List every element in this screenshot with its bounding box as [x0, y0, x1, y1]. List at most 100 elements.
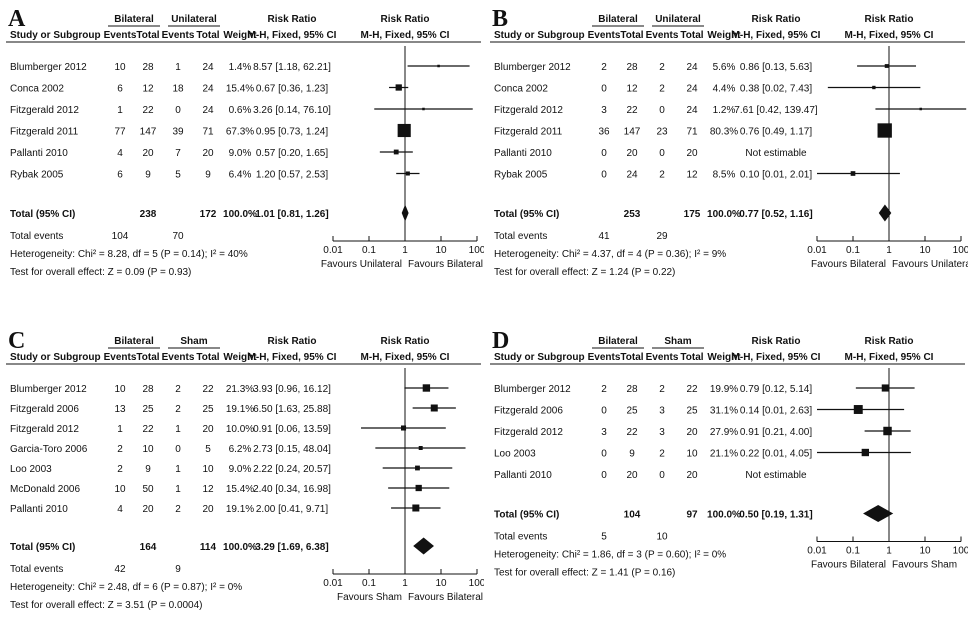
total-ci: 0.50 [0.19, 1.31]	[739, 510, 812, 521]
events2-cell: 0	[175, 105, 181, 116]
total1-cell: 22	[142, 424, 154, 435]
total2-cell: 24	[686, 105, 698, 116]
total-ci: 1.01 [0.81, 1.26]	[255, 209, 328, 220]
weight-cell: 9.0%	[229, 148, 252, 159]
total2-cell: 25	[686, 406, 698, 417]
total-ci: 3.29 [1.69, 6.38]	[255, 542, 328, 553]
x-tick-label: 0.1	[362, 245, 376, 256]
x-tick-label: 10	[919, 546, 931, 557]
ci-cell: 0.22 [0.01, 4.05]	[740, 449, 813, 460]
events1-cell: 6	[117, 170, 123, 181]
forest-plot-c: C Bilateral Sham Risk Ratio Risk Ratio Study …	[6, 328, 484, 611]
weight-cell: 27.9%	[710, 427, 738, 438]
point-estimate	[415, 465, 420, 471]
overall-effect-note: Test for overall effect: Z = 1.24 (P = 0…	[494, 267, 675, 278]
group2-header: Sham	[664, 336, 691, 347]
total2-cell: 5	[205, 444, 211, 455]
total2-cell: 20	[686, 470, 698, 481]
total2-cell: 24	[202, 62, 214, 73]
total2-header: Total	[680, 352, 703, 363]
rr-plot-title: Risk Ratio	[865, 14, 914, 25]
ci-cell: 7.61 [0.42, 139.47]	[734, 105, 818, 116]
point-estimate	[861, 448, 870, 457]
events2-cell: 2	[659, 84, 665, 95]
point-estimate	[430, 404, 438, 412]
point-estimate	[881, 384, 889, 392]
total2-cell: 25	[202, 404, 214, 415]
total2-cell: 12	[686, 170, 698, 181]
weight-cell: 10.0%	[226, 424, 254, 435]
total2-cell: 10	[202, 464, 214, 475]
total1-header: Total	[620, 30, 643, 41]
study-name: Conca 2002	[494, 84, 548, 95]
point-estimate	[919, 107, 922, 111]
total2-sum: 175	[684, 209, 701, 220]
total2-cell: 24	[686, 62, 698, 73]
point-estimate	[415, 484, 422, 492]
events2-cell: 0	[175, 444, 181, 455]
ci-cell: 0.91 [0.06, 13.59]	[253, 424, 331, 435]
ci-cell: 0.67 [0.36, 1.23]	[256, 84, 329, 95]
total-events2: 29	[656, 231, 668, 242]
study-header: Study or Subgroup	[494, 352, 585, 363]
x-tick-label: 1	[886, 546, 892, 557]
total1-cell: 22	[626, 427, 638, 438]
rr-plot-method-header: M-H, Fixed, 95% CI	[361, 352, 450, 363]
total1-cell: 12	[626, 84, 638, 95]
ci-cell: 0.76 [0.49, 1.17]	[740, 127, 813, 138]
events1-cell: 0	[601, 148, 607, 159]
events1-cell: 77	[114, 127, 126, 138]
events1-cell: 6	[117, 84, 123, 95]
weight-cell: 19.9%	[710, 384, 738, 395]
heterogeneity-note: Heterogeneity: Chi² = 4.37, df = 4 (P = …	[494, 249, 726, 260]
rr-method-header: M-H, Fixed, 95% CI	[248, 352, 337, 363]
total1-header: Total	[620, 352, 643, 363]
study-name: Fitzgerald 2012	[494, 427, 563, 438]
events2-cell: 23	[656, 127, 668, 138]
events2-cell: 2	[659, 170, 665, 181]
ci-cell: 2.40 [0.34, 16.98]	[253, 484, 331, 495]
study-name: Pallanti 2010	[10, 148, 68, 159]
events1-cell: 4	[117, 504, 123, 515]
total2-cell: 20	[686, 148, 698, 159]
group2-header: Sham	[180, 336, 207, 347]
point-estimate	[853, 405, 863, 414]
heterogeneity-note: Heterogeneity: Chi² = 1.86, df = 3 (P = …	[494, 550, 726, 561]
point-estimate	[418, 446, 423, 450]
x-tick-label: 10	[435, 578, 447, 589]
events1-cell: 0	[601, 470, 607, 481]
events1-cell: 1	[117, 105, 123, 116]
ci-cell: 1.20 [0.57, 2.53]	[256, 170, 329, 181]
x-tick-label: 0.01	[323, 245, 343, 256]
events1-cell: 2	[117, 464, 123, 475]
group2-header: Unilateral	[655, 14, 701, 25]
group1-header: Bilateral	[598, 14, 638, 25]
total2-cell: 20	[202, 504, 214, 515]
weight-header: Weight	[707, 352, 741, 363]
weight-header: Weight	[223, 352, 257, 363]
total1-cell: 22	[626, 105, 638, 116]
ci-cell: 3.26 [0.14, 76.10]	[253, 105, 331, 116]
weight-header: Weight	[223, 30, 257, 41]
point-estimate	[422, 107, 425, 111]
ci-cell: Not estimable	[745, 148, 807, 159]
favours-left: Favours Unilateral	[321, 259, 402, 270]
events2-cell: 2	[659, 62, 665, 73]
total1-cell: 20	[142, 504, 154, 515]
pooled-diamond	[413, 537, 434, 555]
total2-sum: 114	[200, 542, 217, 553]
group1-header: Bilateral	[114, 14, 154, 25]
study-name: Fitzgerald 2012	[494, 105, 563, 116]
events1-header: Events	[588, 30, 621, 41]
x-tick-label: 0.01	[323, 578, 343, 589]
weight-cell: 1.4%	[229, 62, 252, 73]
rr-plot-title: Risk Ratio	[381, 336, 430, 347]
favours-left: Favours Sham	[337, 592, 402, 603]
panel-letter: A	[8, 6, 26, 32]
study-name: Blumberger 2012	[494, 384, 571, 395]
group1-header: Bilateral	[598, 336, 638, 347]
rr-plot-method-header: M-H, Fixed, 95% CI	[845, 30, 934, 41]
study-name: Loo 2003	[10, 464, 52, 475]
events2-cell: 3	[659, 427, 665, 438]
panel-letter: B	[492, 6, 508, 32]
